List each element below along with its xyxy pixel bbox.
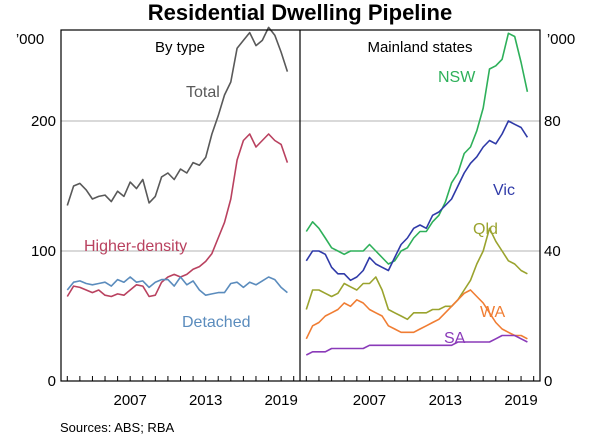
left-axis-unit: ’000 xyxy=(16,31,44,48)
chart-title: Residential Dwelling Pipeline xyxy=(148,0,452,25)
plot-frame xyxy=(60,29,541,382)
series-label-higher-density: Higher-density xyxy=(84,238,187,255)
series-label-detached: Detached xyxy=(182,314,251,331)
series-label-wa: WA xyxy=(480,304,506,321)
series-line-higher-density xyxy=(66,133,289,298)
y-tick-label-mainland-states-80: 80 xyxy=(544,113,561,130)
y-tick-label-by-type-200: 200 xyxy=(31,113,56,130)
x-tick-label-mainland-states-2007: 2007 xyxy=(353,392,386,409)
series-line-wa xyxy=(305,289,528,340)
gridlines xyxy=(61,120,540,252)
x-tick-label-mainland-states-2013: 2013 xyxy=(429,392,462,409)
x-tick-label-mainland-states-2019: 2019 xyxy=(504,392,537,409)
panel-subtitle-by-type: By type xyxy=(155,39,205,56)
y-tick-label-by-type-100: 100 xyxy=(31,243,56,260)
series-lines xyxy=(66,26,529,356)
series-line-detached xyxy=(66,276,288,297)
series-line-nsw xyxy=(305,32,529,265)
series-label-sa: SA xyxy=(444,330,466,347)
series-label-total: Total xyxy=(186,84,220,101)
y-tick-label-by-type-0: 0 xyxy=(48,373,56,390)
series-label-qld: Qld xyxy=(473,221,498,238)
right-axis-unit: ’000 xyxy=(547,31,575,48)
series-label-nsw: NSW xyxy=(438,69,476,86)
y-tick-label-mainland-states-0: 0 xyxy=(544,373,552,390)
series-line-qld xyxy=(305,227,528,321)
x-tick-label-by-type-2013: 2013 xyxy=(189,392,222,409)
x-tick-label-by-type-2019: 2019 xyxy=(264,392,297,409)
series-label-vic: Vic xyxy=(493,182,515,199)
tick-labels: 2007 2013 2019 0 100 200 2007 2013 2019 0 40 80 xyxy=(31,113,561,409)
source-note: Sources: ABS; RBA xyxy=(60,420,174,435)
series-line-vic xyxy=(305,120,529,282)
series-line-total xyxy=(66,26,289,206)
series-line-sa xyxy=(305,334,528,356)
x-tick-label-by-type-2007: 2007 xyxy=(113,392,146,409)
y-tick-label-mainland-states-40: 40 xyxy=(544,243,561,260)
panel-subtitle-mainland-states: Mainland states xyxy=(367,39,472,56)
